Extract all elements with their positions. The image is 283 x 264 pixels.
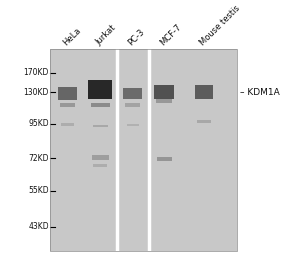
Text: 95KD: 95KD xyxy=(28,119,49,128)
Text: 72KD: 72KD xyxy=(29,154,49,163)
Bar xyxy=(61,123,74,126)
Bar xyxy=(88,80,112,98)
Bar xyxy=(91,155,109,159)
Text: – KDM1A: – KDM1A xyxy=(241,88,280,97)
Bar xyxy=(50,49,237,251)
Bar xyxy=(125,103,140,107)
Bar xyxy=(50,49,237,251)
Bar xyxy=(197,120,211,123)
Text: PC-3: PC-3 xyxy=(127,27,147,47)
Text: Mouse testis: Mouse testis xyxy=(198,3,242,47)
Bar xyxy=(156,98,172,103)
Text: 130KD: 130KD xyxy=(23,88,49,97)
Bar xyxy=(91,103,110,107)
Bar xyxy=(154,85,174,99)
Bar xyxy=(58,87,77,100)
Bar xyxy=(123,88,142,99)
Bar xyxy=(127,124,139,126)
Text: HeLa: HeLa xyxy=(61,26,83,47)
Bar xyxy=(195,85,213,99)
Bar xyxy=(156,157,171,161)
Text: 170KD: 170KD xyxy=(23,68,49,77)
Text: 43KD: 43KD xyxy=(28,222,49,231)
Text: MCF-7: MCF-7 xyxy=(158,22,183,47)
Bar xyxy=(60,103,75,107)
Bar xyxy=(93,125,108,127)
Bar xyxy=(93,164,107,167)
Text: Jurkat: Jurkat xyxy=(94,23,118,47)
Text: 55KD: 55KD xyxy=(28,186,49,195)
